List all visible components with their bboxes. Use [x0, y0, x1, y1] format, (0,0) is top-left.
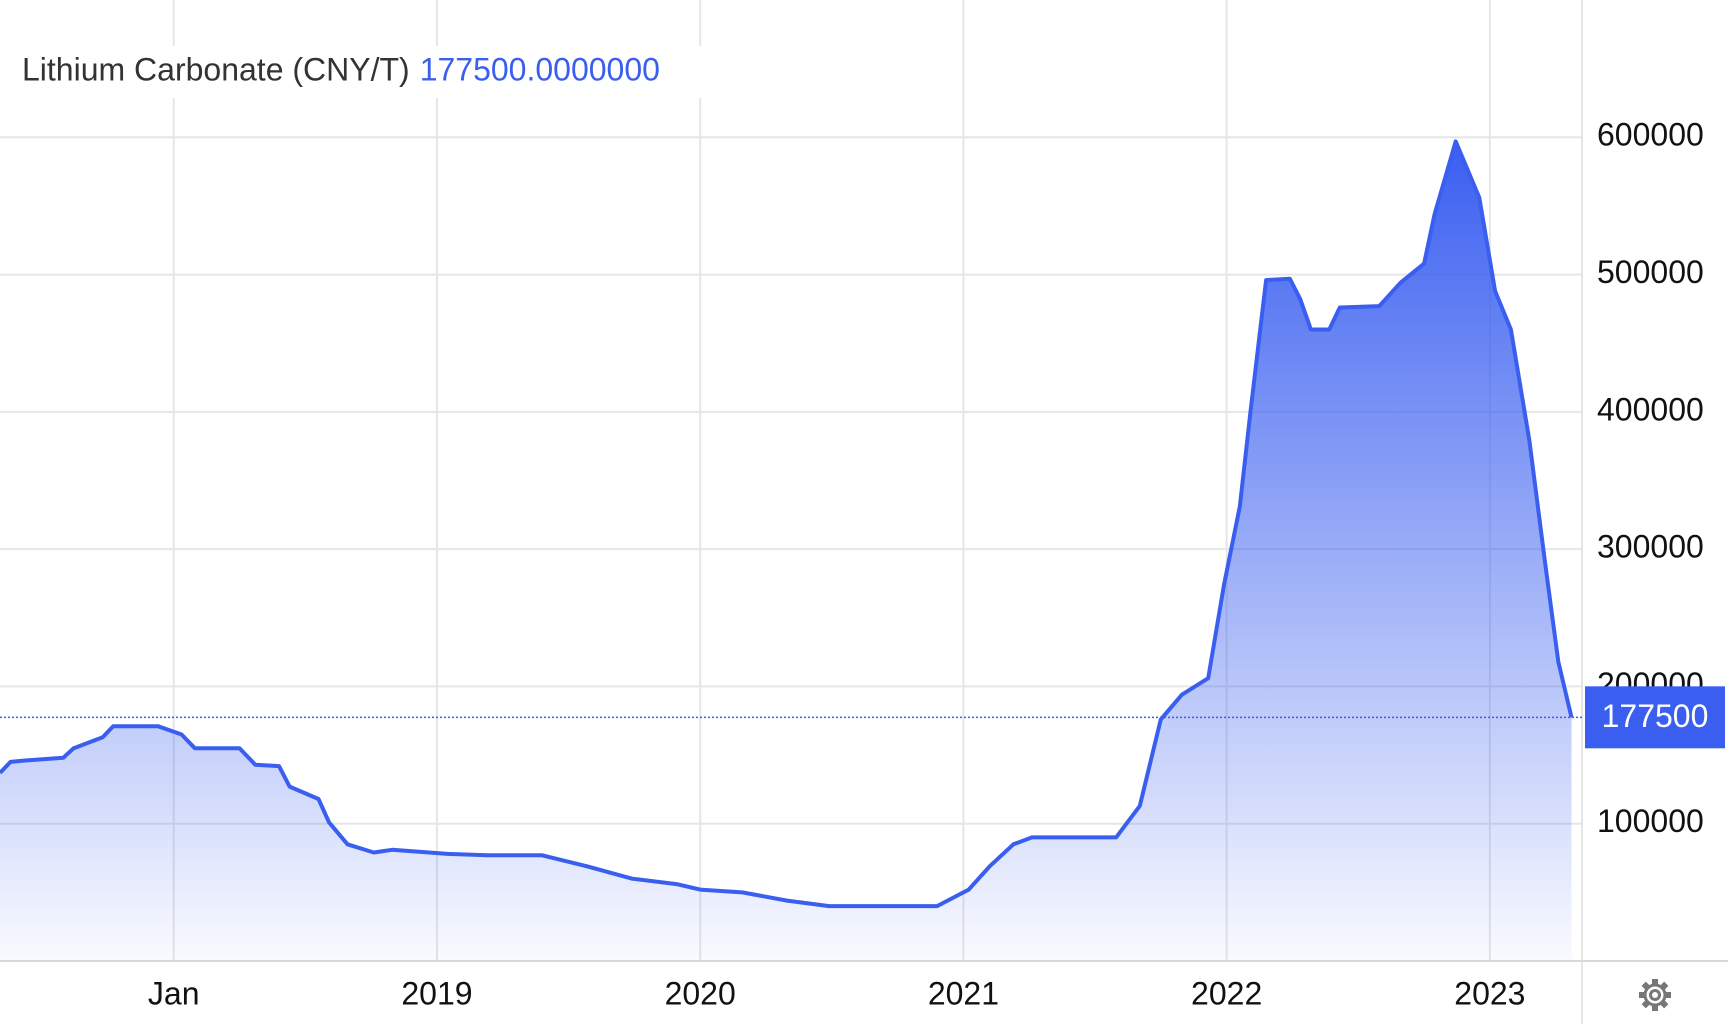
x-tick-label: 2023 — [1454, 975, 1525, 1011]
gear-teeth — [1639, 979, 1671, 1011]
current-value: 177500.0000000 — [420, 51, 660, 87]
y-tick-label: 600000 — [1597, 117, 1704, 153]
chart-title: Lithium Carbonate (CNY/T) — [22, 51, 410, 87]
settings-button[interactable] — [1639, 979, 1671, 1011]
last-value-label: 177500 — [1602, 698, 1709, 734]
y-tick-label: 500000 — [1597, 254, 1704, 290]
x-tick-label: 2020 — [665, 975, 736, 1011]
title-backdrop — [16, 46, 706, 98]
last-value-badge — [1585, 686, 1725, 749]
x-tick-label: 2022 — [1191, 975, 1262, 1011]
gear-hub — [1649, 989, 1661, 1001]
gear-ring — [1643, 983, 1667, 1007]
grid — [0, 0, 1582, 961]
plot-area — [0, 139, 1574, 961]
y-tick-label: 300000 — [1597, 529, 1704, 565]
x-tick-label: 2021 — [928, 975, 999, 1011]
price-line — [0, 139, 1574, 909]
y-tick-label: 400000 — [1597, 391, 1704, 427]
x-tick-label: 2019 — [401, 975, 472, 1011]
area-fill — [0, 141, 1572, 961]
x-tick-label: Jan — [148, 975, 200, 1011]
y-tick-label: 100000 — [1597, 803, 1704, 839]
